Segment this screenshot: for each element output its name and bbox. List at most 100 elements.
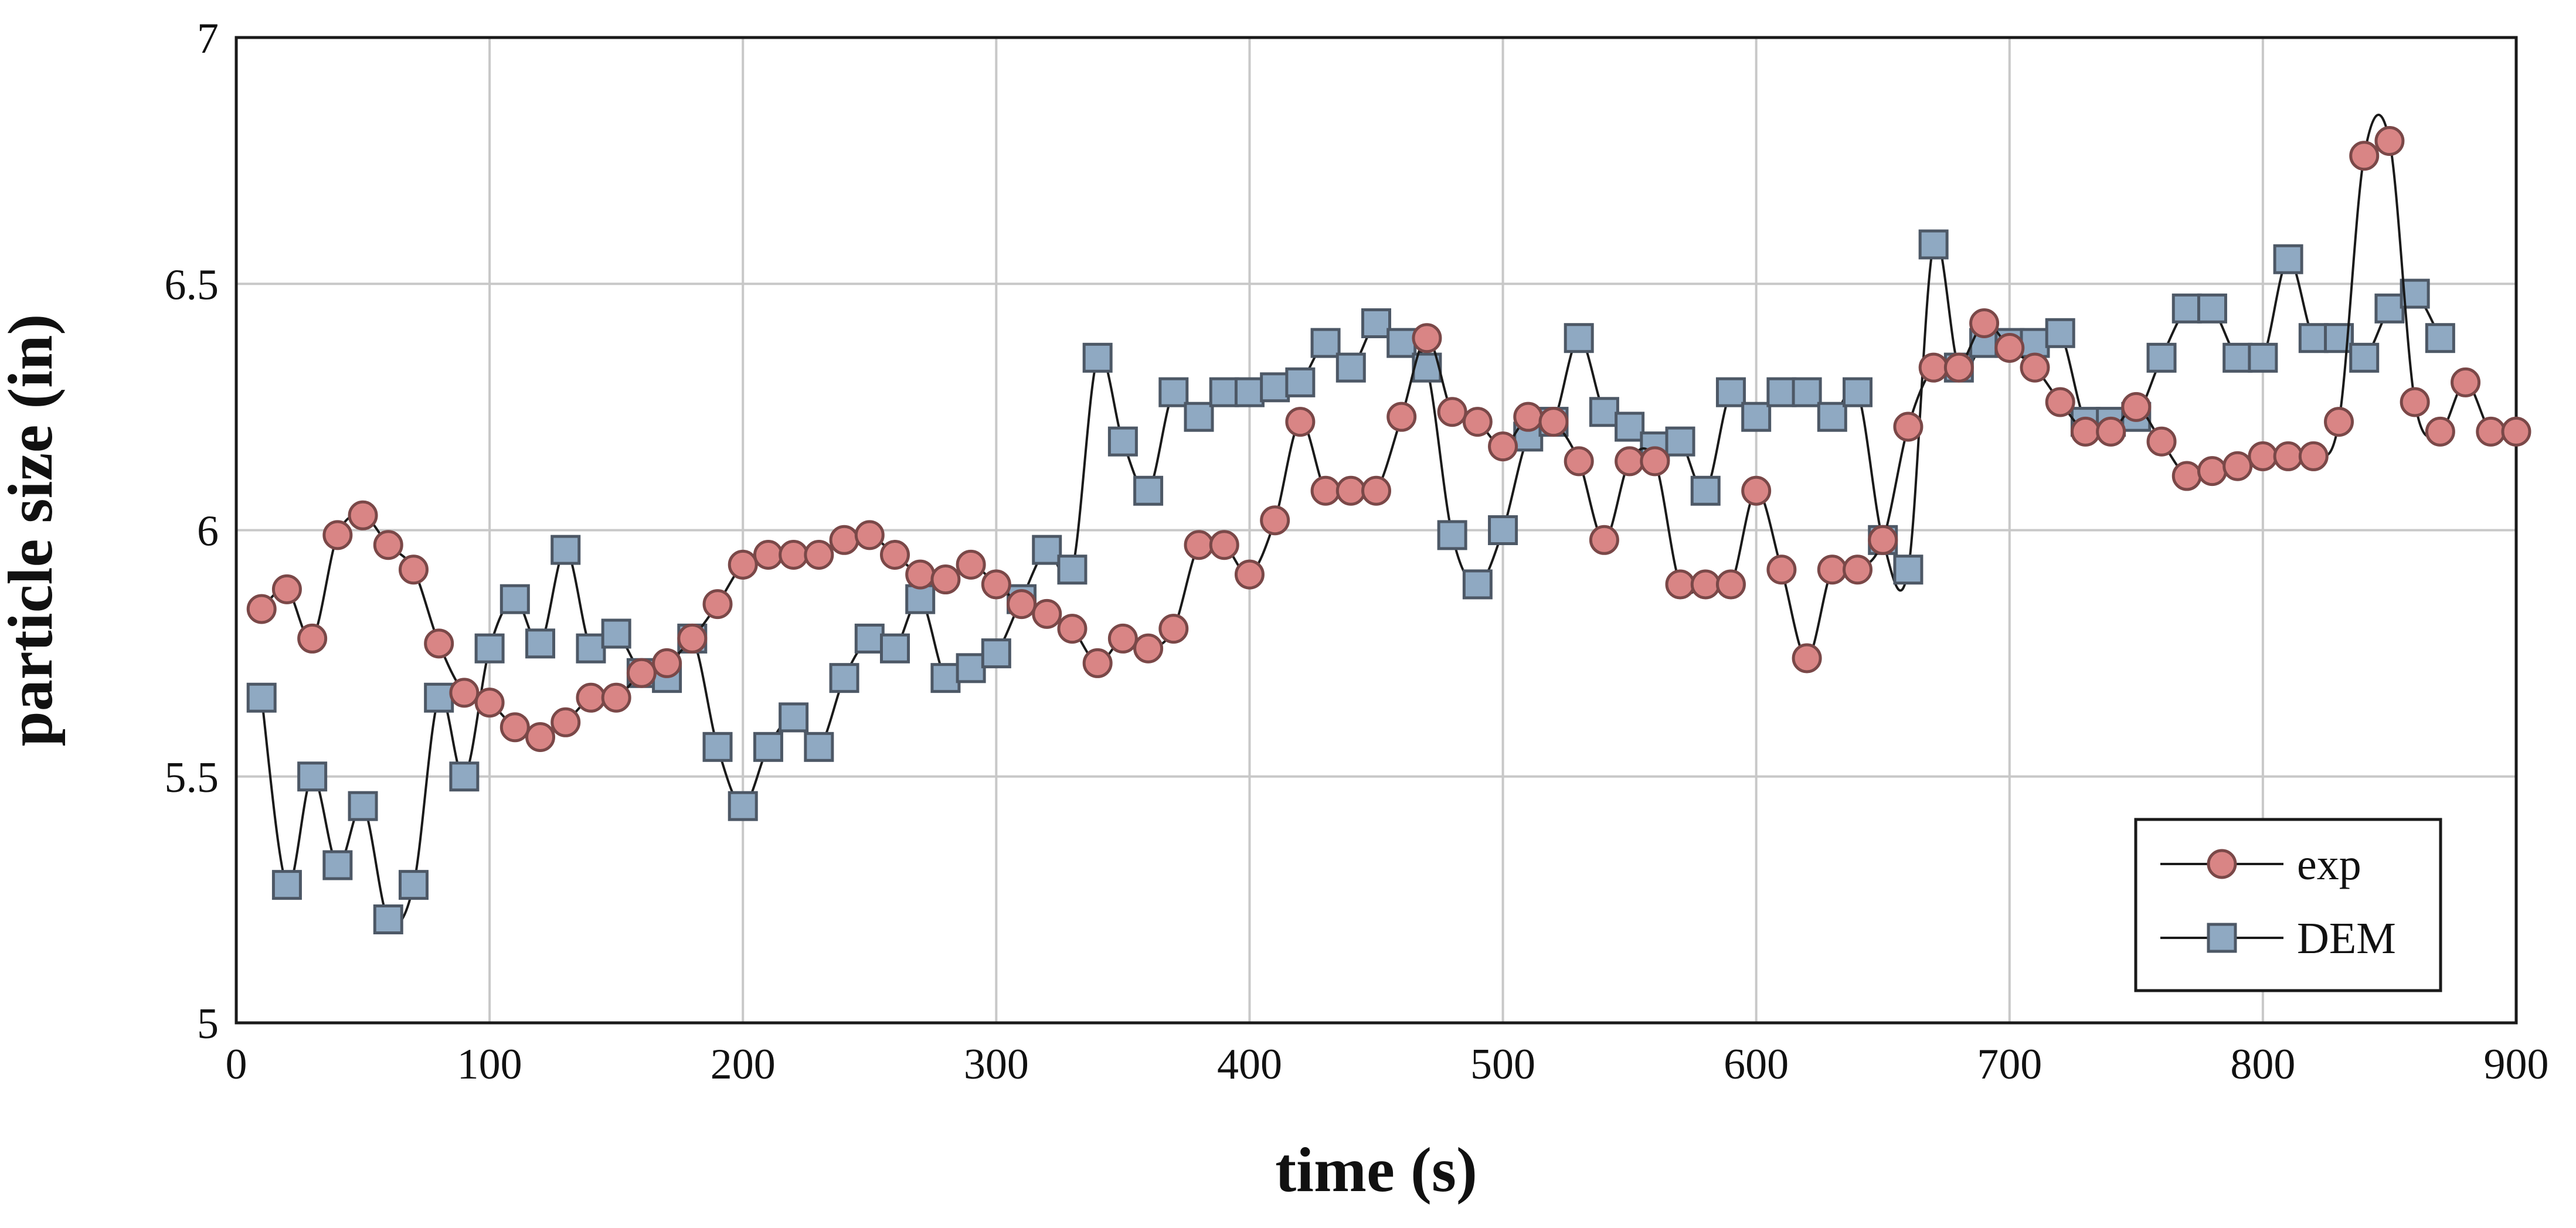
x-tick-label: 800 xyxy=(2230,1040,2295,1088)
data-point-exp xyxy=(2222,451,2253,481)
data-point-dem xyxy=(829,663,859,693)
data-point-exp xyxy=(246,594,277,624)
data-point-dem xyxy=(1564,323,1594,353)
data-point-exp xyxy=(1690,569,1721,600)
data-point-exp xyxy=(1969,308,2000,338)
data-point-exp xyxy=(1843,555,1873,585)
data-point-exp xyxy=(2197,456,2227,487)
series-points-exp xyxy=(246,126,2531,753)
data-point-exp xyxy=(2501,416,2531,447)
data-point-exp xyxy=(1665,569,1695,600)
data-point-exp xyxy=(1918,352,1949,383)
legend-box xyxy=(2134,818,2442,992)
data-point-dem xyxy=(348,791,378,821)
x-tick-label: 400 xyxy=(1217,1040,1282,1088)
data-point-exp xyxy=(905,559,936,590)
data-point-dem xyxy=(1285,367,1316,397)
y-axis-title: particle size (in) xyxy=(0,314,66,747)
data-point-dem xyxy=(1817,402,1847,432)
data-point-exp xyxy=(1285,407,1316,437)
data-point-dem xyxy=(271,870,302,900)
data-point-dem xyxy=(1589,397,1619,427)
data-point-exp xyxy=(1386,402,1417,432)
data-point-exp xyxy=(2425,416,2455,447)
data-point-exp xyxy=(348,500,378,530)
x-axis-title: time (s) xyxy=(1275,1135,1477,1205)
legend-entries: exp DEM xyxy=(2160,840,2396,963)
data-point-dem xyxy=(1766,377,1797,407)
series-exp xyxy=(246,113,2531,753)
data-point-exp xyxy=(728,549,758,580)
x-tick-label: 300 xyxy=(964,1040,1029,1088)
data-point-exp xyxy=(1488,431,1518,462)
data-point-exp xyxy=(981,569,1011,600)
data-point-exp xyxy=(2070,416,2101,447)
data-point-exp xyxy=(1513,402,1544,432)
data-point-dem xyxy=(550,535,581,565)
data-point-exp xyxy=(677,623,708,654)
data-point-exp xyxy=(424,628,454,659)
data-point-exp xyxy=(2298,441,2329,471)
data-point-dem xyxy=(1107,426,1138,457)
data-point-dem xyxy=(1488,515,1518,545)
data-point-dem xyxy=(1361,308,1391,338)
data-point-exp xyxy=(2121,392,2152,422)
data-point-dem xyxy=(424,682,454,713)
data-point-exp xyxy=(1564,446,1594,477)
data-point-exp xyxy=(1868,525,1898,555)
tick-labels: 0 100 200 300 400 500 600 700 800 900 5 5.5 6 6.5 7 xyxy=(165,15,2549,1088)
data-point-dem xyxy=(1843,377,1873,407)
data-point-dem xyxy=(1386,328,1417,358)
data-point-exp xyxy=(1437,397,1467,427)
series-line-dem xyxy=(260,238,2442,926)
data-point-dem xyxy=(1209,377,1239,407)
data-point-dem xyxy=(1893,555,1923,585)
y-tick-label: 5 xyxy=(197,1000,219,1048)
y-tick-label: 5.5 xyxy=(165,754,219,802)
legend-entry-dem: DEM xyxy=(2160,914,2396,963)
data-point-dem xyxy=(1462,569,1493,600)
data-point-exp xyxy=(499,712,530,743)
data-point-dem xyxy=(804,732,834,762)
data-point-exp xyxy=(1158,614,1189,644)
data-point-exp xyxy=(1234,559,1265,590)
data-point-dem xyxy=(779,702,809,733)
data-point-dem xyxy=(2248,342,2278,373)
data-point-dem xyxy=(1260,372,1290,403)
data-point-exp xyxy=(829,525,859,555)
data-point-dem xyxy=(956,653,986,683)
data-point-exp xyxy=(525,722,556,753)
data-point-exp xyxy=(652,648,682,678)
data-point-dem xyxy=(1665,426,1695,457)
data-point-dem xyxy=(1057,555,1088,585)
data-point-exp xyxy=(322,520,353,550)
data-point-exp xyxy=(956,549,986,580)
data-point-exp xyxy=(2045,387,2075,417)
data-point-dem xyxy=(702,732,733,762)
data-point-exp xyxy=(930,564,961,595)
plot-area-frame xyxy=(235,36,2518,1025)
data-point-exp xyxy=(474,688,505,718)
data-point-exp xyxy=(297,623,328,654)
legend-marker-dem xyxy=(2207,923,2237,953)
data-point-exp xyxy=(1462,407,1493,437)
x-tick-label: 700 xyxy=(1977,1040,2042,1088)
data-point-dem xyxy=(2374,293,2405,324)
data-point-exp xyxy=(1792,643,1822,673)
data-point-exp xyxy=(779,540,809,570)
data-point-dem xyxy=(1437,520,1467,550)
data-point-exp xyxy=(1032,598,1062,629)
data-point-dem xyxy=(2222,342,2253,373)
data-point-exp xyxy=(1260,505,1290,536)
data-point-dem xyxy=(879,633,910,664)
legend-entry-exp: exp xyxy=(2160,840,2361,889)
data-point-exp xyxy=(1615,446,1645,477)
data-point-dem xyxy=(2425,323,2455,353)
data-point-dem xyxy=(246,682,277,713)
data-point-dem xyxy=(981,638,1011,669)
data-point-dem xyxy=(2349,342,2380,373)
data-point-exp xyxy=(1310,475,1341,506)
data-point-exp xyxy=(2374,126,2405,157)
data-point-dem xyxy=(1184,402,1214,432)
x-tick-label: 0 xyxy=(226,1040,247,1088)
